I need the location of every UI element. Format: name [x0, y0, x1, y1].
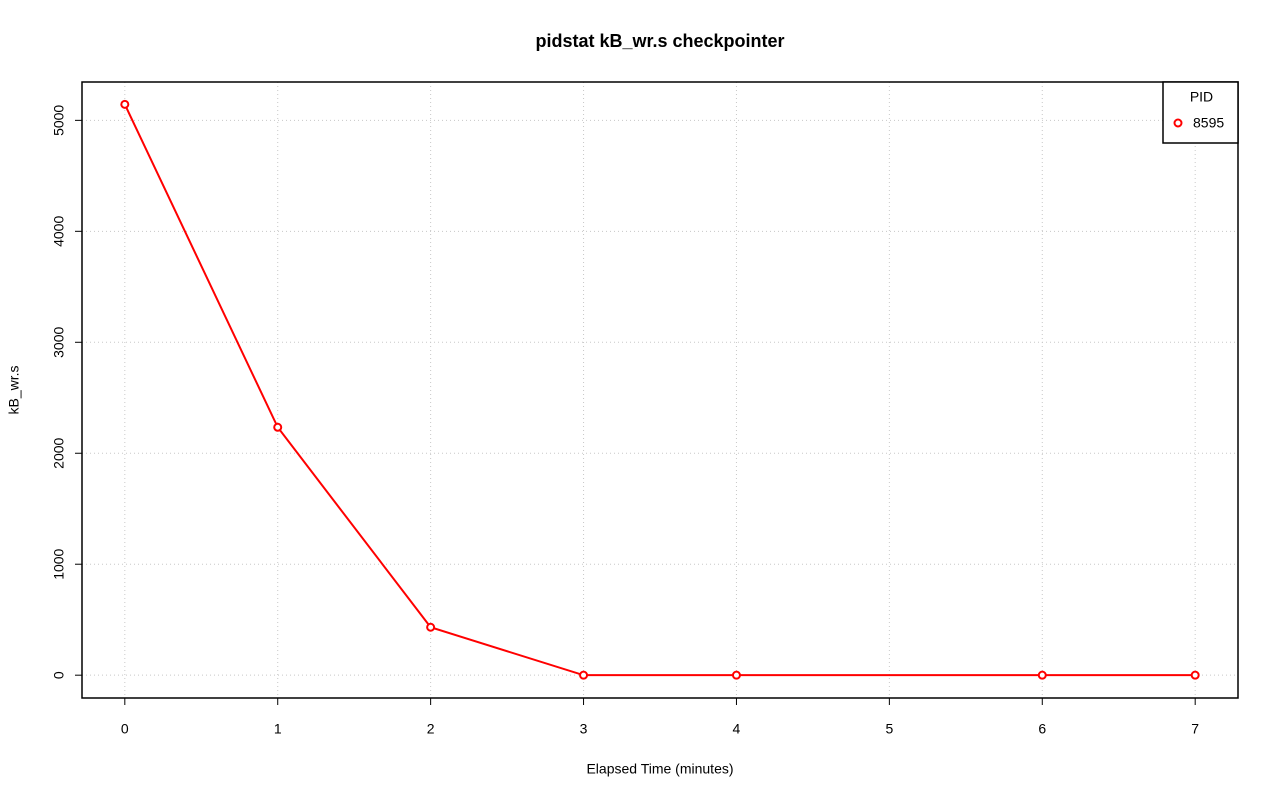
y-tick-label: 1000	[51, 548, 67, 579]
x-tick-label: 6	[1038, 721, 1046, 737]
data-point	[1190, 670, 1200, 680]
legend-marker	[1173, 118, 1183, 128]
x-tick-label: 5	[885, 721, 893, 737]
legend-label: 8595	[1193, 115, 1224, 131]
x-axis-label: Elapsed Time (minutes)	[586, 761, 733, 777]
data-point	[1037, 670, 1047, 680]
x-tick-label: 0	[121, 721, 129, 737]
y-tick-label: 2000	[51, 437, 67, 468]
data-point	[273, 422, 283, 432]
x-tick-label: 2	[427, 721, 435, 737]
data-point	[731, 670, 741, 680]
legend-title: PID	[1190, 89, 1213, 105]
plot-frame	[81, 81, 1239, 699]
data-point	[120, 99, 130, 109]
chart-title: pidstat kB_wr.s checkpointer	[535, 31, 784, 51]
data-point	[426, 622, 436, 632]
x-tick-label: 3	[580, 721, 588, 737]
y-tick-label: 0	[51, 671, 67, 679]
y-tick-label: 3000	[51, 327, 67, 358]
x-tick-label: 4	[733, 721, 741, 737]
x-tick-label: 7	[1191, 721, 1199, 737]
legend-box	[1162, 81, 1239, 144]
data-point	[579, 670, 589, 680]
y-axis-label: kB_wr.s	[6, 365, 22, 414]
y-tick-label: 4000	[51, 216, 67, 247]
x-tick-label: 1	[274, 721, 282, 737]
y-tick-label: 5000	[51, 105, 67, 136]
